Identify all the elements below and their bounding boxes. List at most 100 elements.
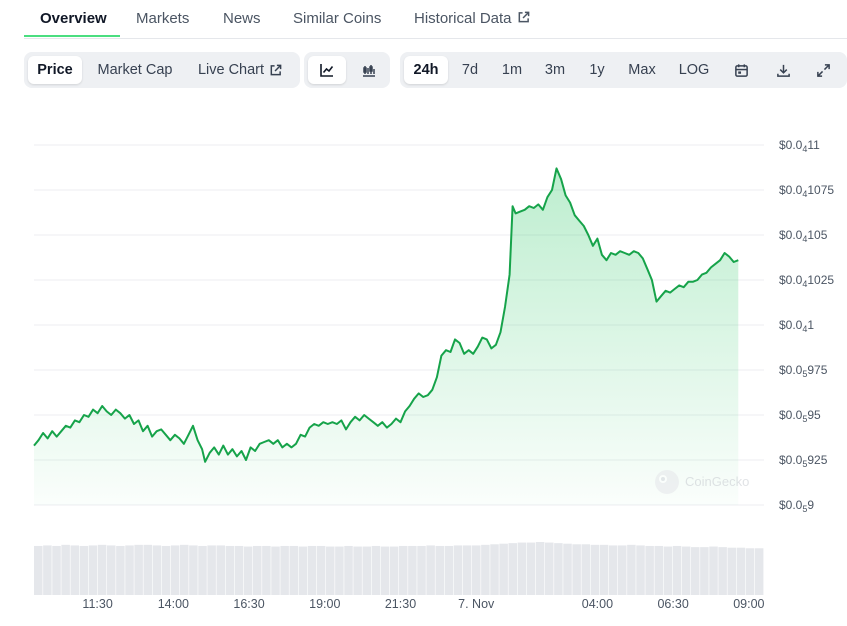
market-cap-button[interactable]: Market Cap xyxy=(97,62,173,78)
volume-bar xyxy=(316,545,326,595)
volume-bar xyxy=(581,544,591,595)
tab-markets[interactable]: Markets xyxy=(136,10,190,27)
price-chart[interactable]: $0.0411 $0.041075 $0.04105 $0.041025 $0.041 $… xyxy=(0,95,847,626)
volume-bar xyxy=(371,545,381,595)
x-axis: 11:30 14:00 16:30 19:00 21:30 7. Nov 04:00 06:3… xyxy=(82,597,764,611)
chart-type-group: Price Market Cap Live Chart xyxy=(24,52,300,88)
volume-bar xyxy=(608,545,618,595)
x-tick-label: 16:30 xyxy=(233,597,264,611)
volume-bar xyxy=(180,544,189,595)
volume-bar xyxy=(189,545,198,595)
active-tab-underline xyxy=(24,35,120,37)
volume-bar xyxy=(481,544,490,595)
x-tick-label: 11:30 xyxy=(82,597,112,611)
range-3m-button[interactable]: 3m xyxy=(544,62,566,78)
volume-bar xyxy=(170,545,180,595)
y-tick-label: $0.04105 xyxy=(779,228,828,244)
volume-bar xyxy=(380,546,390,595)
line-chart-button[interactable] xyxy=(308,56,346,84)
volume-bar xyxy=(563,543,572,595)
x-tick-label: 06:30 xyxy=(657,597,688,611)
volume-bar xyxy=(590,544,600,595)
volume-bar xyxy=(444,545,454,595)
y-tick-label: $0.0595 xyxy=(779,408,821,424)
volume-bar xyxy=(672,545,682,595)
volume-bar xyxy=(535,541,545,595)
volume-bar xyxy=(453,545,463,595)
x-tick-label: 21:30 xyxy=(385,597,416,611)
volume-bar xyxy=(280,545,289,595)
tab-overview[interactable]: Overview xyxy=(40,10,107,27)
coingecko-watermark: CoinGecko xyxy=(655,470,749,494)
volume-bar xyxy=(526,542,536,595)
download-button[interactable] xyxy=(766,56,800,84)
volume-bar xyxy=(700,547,709,595)
volume-bars xyxy=(34,541,764,595)
y-tick-label: $0.059 xyxy=(779,498,814,514)
range-1m-button[interactable]: 1m xyxy=(501,62,523,78)
volume-bar xyxy=(61,544,70,595)
range-max-button[interactable]: Max xyxy=(628,62,656,78)
volume-bar xyxy=(508,543,518,595)
volume-bar xyxy=(271,546,280,595)
volume-bar xyxy=(125,545,134,595)
volume-bar xyxy=(408,545,417,595)
volume-bar xyxy=(754,548,764,595)
external-link-icon xyxy=(518,11,529,23)
tab-historical-data[interactable]: Historical Data xyxy=(414,10,530,27)
volume-bar xyxy=(116,545,125,595)
live-chart-button[interactable]: Live Chart xyxy=(188,56,292,84)
volume-bar xyxy=(389,546,399,595)
price-button[interactable]: Price xyxy=(28,56,82,84)
watermark-text: CoinGecko xyxy=(685,474,749,489)
volume-bar xyxy=(326,546,335,595)
candlestick-chart-button[interactable] xyxy=(350,56,388,84)
volume-bar xyxy=(79,545,89,595)
volume-bar xyxy=(727,547,737,595)
volume-bar xyxy=(645,545,654,595)
volume-bar xyxy=(207,545,216,595)
volume-bar xyxy=(307,545,317,595)
price-line xyxy=(33,167,739,463)
volume-bar xyxy=(462,545,472,595)
volume-bar xyxy=(97,544,107,595)
volume-bar xyxy=(253,545,262,595)
volume-bar xyxy=(70,545,80,595)
volume-bar xyxy=(517,542,527,595)
y-tick-label: $0.041075 xyxy=(779,183,834,199)
range-24h-button[interactable]: 24h xyxy=(404,56,448,84)
calendar-icon xyxy=(734,64,748,77)
log-scale-button[interactable]: LOG xyxy=(678,62,710,78)
y-tick-label: $0.05925 xyxy=(779,453,828,469)
calendar-button[interactable] xyxy=(724,56,758,84)
price-area-fill xyxy=(34,168,739,505)
volume-bar xyxy=(399,545,408,595)
range-1y-button[interactable]: 1y xyxy=(589,62,605,78)
volume-bar xyxy=(344,545,353,595)
volume-bar xyxy=(499,543,508,595)
volume-bar xyxy=(472,545,481,595)
volume-bar xyxy=(34,545,43,595)
range-7d-button[interactable]: 7d xyxy=(461,62,479,78)
external-link-icon xyxy=(270,64,282,76)
tab-bar: Overview Markets News Similar Coins Hist… xyxy=(24,0,847,39)
volume-bar xyxy=(691,547,700,595)
tab-similar-coins[interactable]: Similar Coins xyxy=(293,10,382,27)
line-chart-icon xyxy=(320,64,334,77)
x-tick-label: 09:00 xyxy=(733,597,764,611)
y-tick-label: $0.0411 xyxy=(779,138,820,154)
volume-bar xyxy=(298,546,308,595)
download-icon xyxy=(776,64,790,77)
tab-news[interactable]: News xyxy=(223,10,261,27)
volume-bar xyxy=(152,545,162,595)
fullscreen-button[interactable] xyxy=(806,56,840,84)
volume-bar xyxy=(681,546,691,595)
volume-bar xyxy=(545,542,554,595)
volume-bar xyxy=(362,546,372,595)
x-tick-label: 19:00 xyxy=(309,597,340,611)
time-range-group: 24h 7d 1m 3m 1y Max LOG xyxy=(400,52,847,88)
volume-bar xyxy=(709,546,718,595)
volume-bar xyxy=(426,545,435,595)
volume-bar xyxy=(198,545,207,595)
volume-bar xyxy=(234,545,244,595)
